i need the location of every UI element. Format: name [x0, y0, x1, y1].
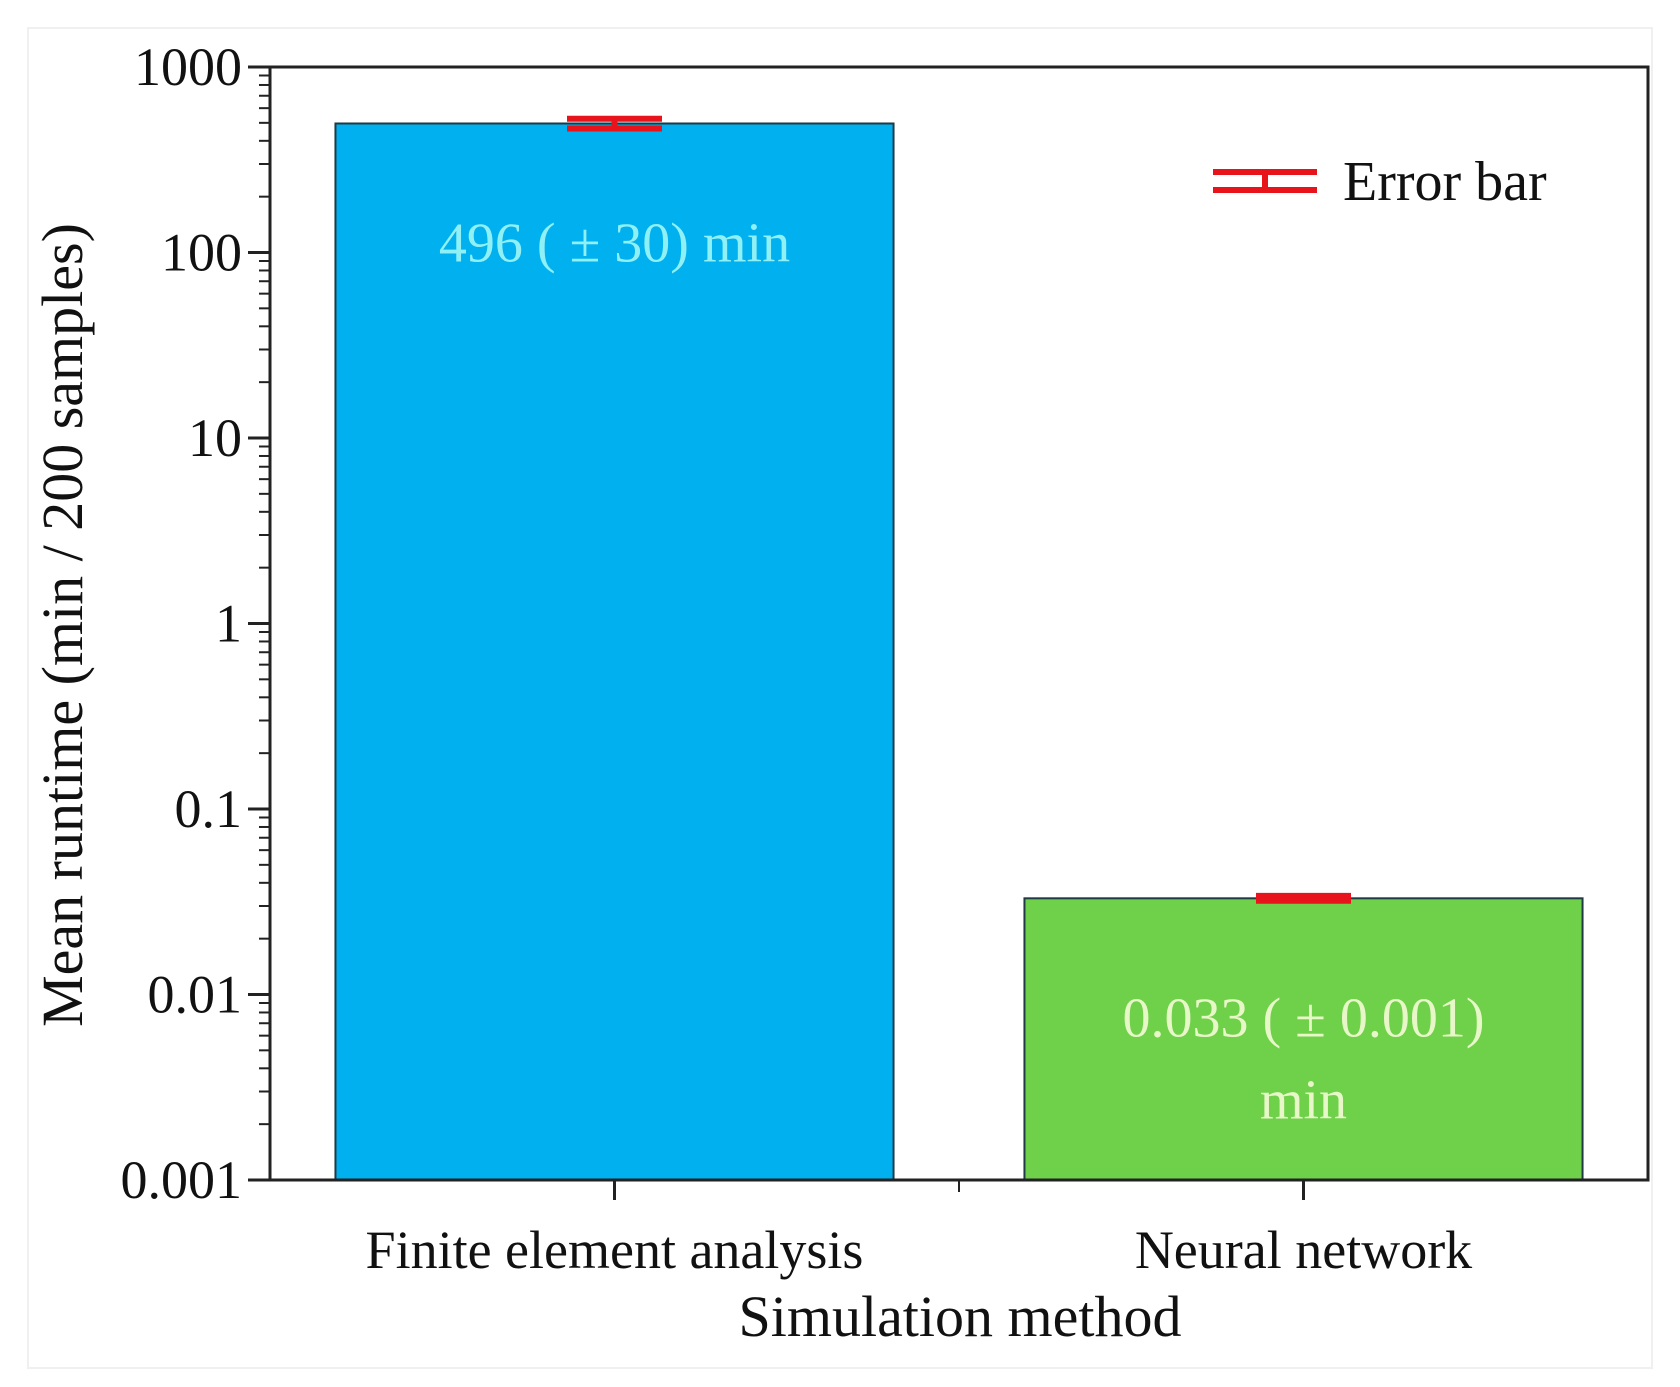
legend-label-error-bar: Error bar: [1343, 151, 1547, 213]
y-tick-label-0: 0.001: [121, 1150, 243, 1210]
x-axis-title: Simulation method: [738, 1284, 1181, 1349]
bar-0: [334, 122, 895, 1181]
error-bar-0: [567, 115, 662, 132]
y-tick-label-6: 1000: [134, 37, 242, 97]
y-axis-title: Mean runtime (min / 200 samples): [30, 223, 95, 1027]
x-axis: Finite element analysis Neural network: [366, 1180, 1472, 1280]
bar-value-label-1-0: 0.033 ( ± 0.001): [1122, 987, 1484, 1049]
y-tick-label-5: 100: [161, 223, 242, 283]
error-bar-1: [1256, 892, 1351, 904]
y-tick-label-3: 1: [215, 594, 242, 654]
y-tick-label-1: 0.01: [148, 965, 243, 1025]
legend-error-bar-symbol: [1213, 169, 1317, 193]
bar-labels: 496 ( ± 30) min 0.033 ( ± 0.001) min: [439, 212, 1485, 1131]
bar-value-label-1-1: min: [1260, 1069, 1347, 1131]
y-tick-label-4: 10: [188, 408, 242, 468]
x-tick-label-0: Finite element analysis: [366, 1220, 864, 1280]
bar-value-label-0-0: 496 ( ± 30) min: [439, 212, 790, 274]
legend: Error bar: [1213, 151, 1547, 213]
figure-frame: [27, 27, 1653, 1369]
x-tick-label-1: Neural network: [1135, 1220, 1472, 1280]
y-tick-label-2: 0.1: [175, 779, 243, 839]
error-bars: [567, 115, 1351, 904]
y-axis: 0.001 0.01 0.1 1 10 100 1000: [121, 37, 270, 1210]
